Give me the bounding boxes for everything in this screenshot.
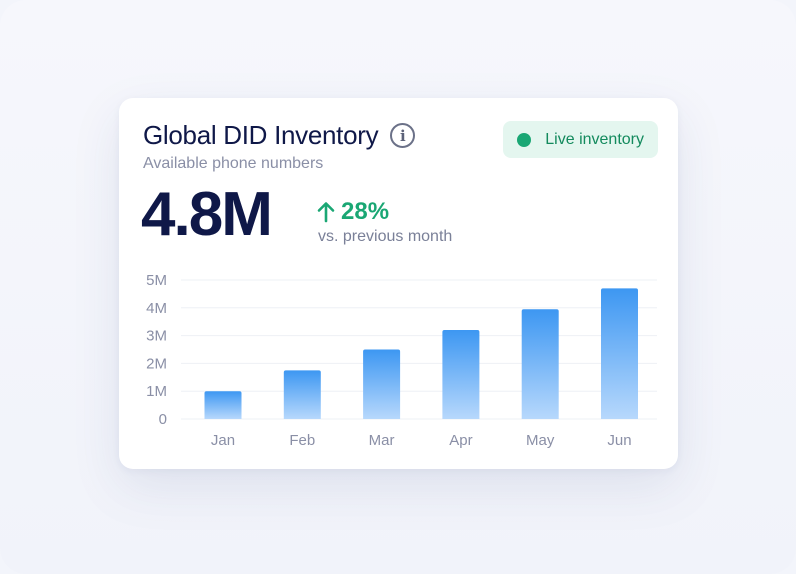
x-axis: Jan Feb Mar Apr May Jun: [211, 432, 632, 449]
bar-apr[interactable]: [442, 330, 480, 419]
change-percent: 28%: [341, 198, 390, 225]
arrow-up-icon: [317, 201, 335, 223]
x-tick-label: Jun: [607, 432, 631, 449]
x-tick-label: Apr: [449, 432, 472, 449]
y-tick-label: 1M: [146, 383, 167, 400]
total-value: 4.8M: [141, 180, 273, 249]
x-tick-label: Feb: [289, 432, 315, 449]
bar-mar[interactable]: [363, 349, 401, 420]
card-title: Global DID Inventory: [143, 120, 379, 150]
x-tick-label: May: [526, 432, 555, 449]
card-subtitle: Available phone numbers: [143, 155, 324, 172]
y-tick-label: 3M: [146, 328, 167, 345]
live-inventory-badge: Live inventory: [503, 121, 658, 158]
bar-jun[interactable]: [601, 288, 638, 419]
live-inventory-label: Live inventory: [545, 130, 644, 148]
y-tick-label: 4M: [146, 300, 167, 317]
bar-chart: 0 1M 2M 3M 4M 5M Jan Feb Mar Apr May Jun: [146, 272, 657, 449]
bar-may[interactable]: [521, 309, 559, 419]
inventory-card: Global DID Inventory i Available phone n…: [119, 98, 678, 469]
change-note: vs. previous month: [318, 228, 453, 245]
y-tick-label: 0: [159, 411, 167, 428]
bar-jan[interactable]: [204, 391, 242, 419]
y-tick-label: 5M: [146, 272, 167, 289]
info-icon[interactable]: i: [390, 123, 416, 148]
live-status-dot-icon: [517, 132, 532, 147]
chart-gridlines: [181, 279, 657, 420]
x-tick-label: Jan: [211, 432, 235, 449]
bars: [204, 288, 638, 420]
bar-feb[interactable]: [283, 370, 321, 419]
y-tick-label: 2M: [146, 355, 167, 372]
x-tick-label: Mar: [369, 432, 395, 449]
y-axis: 0 1M 2M 3M 4M 5M: [146, 272, 167, 428]
change-indicator: 28%: [317, 198, 389, 226]
card-header: Global DID Inventory i: [143, 120, 416, 151]
